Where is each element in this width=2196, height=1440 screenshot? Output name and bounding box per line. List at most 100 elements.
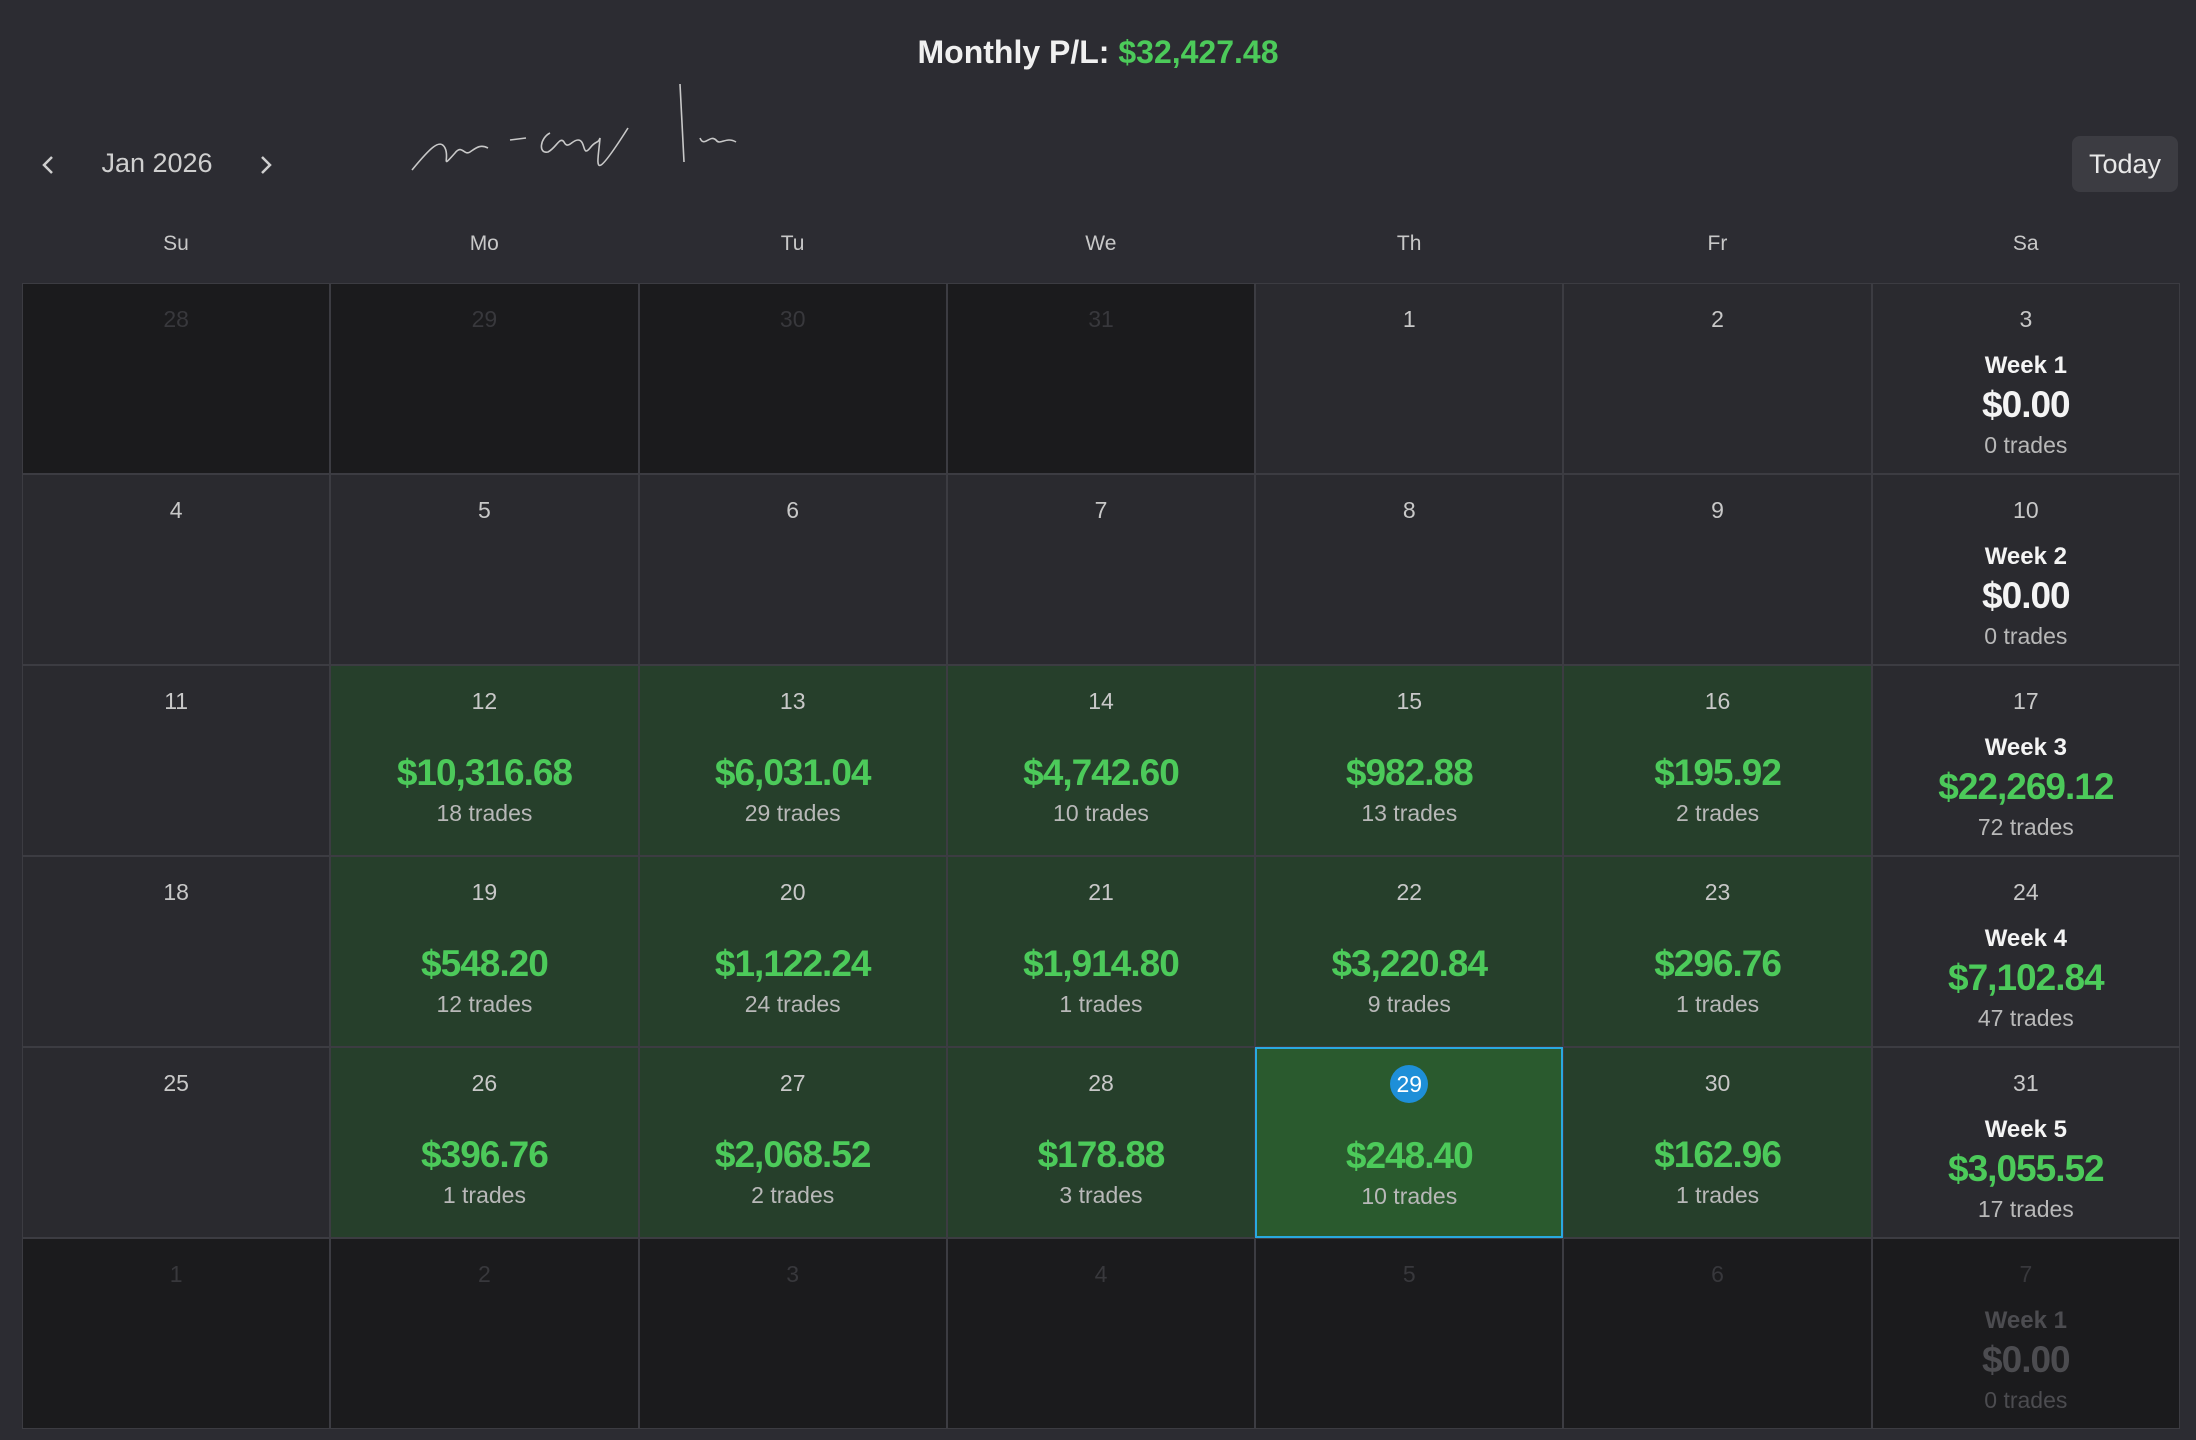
day-trades: 13 trades bbox=[1361, 800, 1458, 826]
day-cell[interactable]: 2 bbox=[330, 1238, 639, 1429]
next-month[interactable] bbox=[250, 150, 280, 180]
day-cell[interactable]: 30 bbox=[638, 283, 947, 474]
day-cell[interactable]: 3 Week 1 $0.00 0 trades bbox=[1871, 283, 2180, 474]
day-cell[interactable]: 12 $10,316.68 18 trades bbox=[330, 665, 639, 856]
week-pl: $0.00 bbox=[1982, 575, 2071, 616]
day-number: 2 bbox=[1711, 306, 1724, 332]
day-cell[interactable]: 21 $1,914.80 1 trades bbox=[946, 856, 1256, 1047]
day-cell[interactable]: 31 Week 5 $3,055.52 17 trades bbox=[1871, 1047, 2180, 1238]
day-number: 1 bbox=[1402, 306, 1416, 332]
day-cell[interactable]: 29 $248.40 10 trades bbox=[1255, 1047, 1564, 1238]
day-cell[interactable]: 9 bbox=[1563, 474, 1872, 665]
day-cell[interactable]: 13 $6,031.04 29 trades bbox=[638, 665, 947, 856]
monthly-pl-label: Monthly P/L: bbox=[917, 34, 1110, 70]
day-number: 8 bbox=[1402, 497, 1416, 523]
day-trades: 10 trades bbox=[1361, 1183, 1458, 1209]
day-cell[interactable]: 31 bbox=[946, 283, 1256, 474]
day-cell[interactable]: 18 bbox=[22, 856, 331, 1047]
day-number: 31 bbox=[2013, 1070, 2039, 1096]
day-cell[interactable]: 1 bbox=[22, 1238, 331, 1429]
day-cell[interactable]: 1 bbox=[1255, 283, 1564, 474]
today-button[interactable]: Today bbox=[2072, 136, 2178, 192]
day-cell[interactable]: 15 $982.88 13 trades bbox=[1255, 665, 1564, 856]
day-cell[interactable]: 5 bbox=[1255, 1238, 1564, 1429]
day-pl: $1,122.24 bbox=[714, 943, 872, 984]
day-cell[interactable]: 10 Week 2 $0.00 0 trades bbox=[1871, 474, 2180, 665]
day-cell[interactable]: 20 $1,122.24 24 trades bbox=[638, 856, 947, 1047]
day-number: 17 bbox=[2013, 688, 2039, 714]
day-cell[interactable]: 29 bbox=[330, 283, 639, 474]
day-cell[interactable]: 8 bbox=[1255, 474, 1564, 665]
day-cell[interactable]: 2 bbox=[1563, 283, 1872, 474]
day-trades: 1 trades bbox=[1676, 1182, 1760, 1208]
day-number: 18 bbox=[163, 879, 189, 905]
day-cell[interactable]: 25 bbox=[22, 1047, 331, 1238]
day-trades: 1 trades bbox=[442, 1182, 526, 1208]
day-trades: 1 trades bbox=[1059, 991, 1143, 1017]
week-pl: $3,055.52 bbox=[1948, 1148, 2105, 1189]
day-cell[interactable]: 22 $3,220.84 9 trades bbox=[1255, 856, 1564, 1047]
week-trades: 17 trades bbox=[1977, 1196, 2074, 1222]
day-trades: 29 trades bbox=[744, 800, 841, 826]
day-cell[interactable]: 19 $548.20 12 trades bbox=[330, 856, 639, 1047]
day-cell[interactable]: 5 bbox=[330, 474, 639, 665]
day-pl: $248.40 bbox=[1345, 1135, 1474, 1176]
day-number: 4 bbox=[1094, 1261, 1108, 1287]
day-number: 1 bbox=[169, 1261, 183, 1287]
today-badge: 29 bbox=[1390, 1065, 1429, 1103]
day-pl: $296.76 bbox=[1654, 943, 1782, 984]
day-cell[interactable]: 16 $195.92 2 trades bbox=[1563, 665, 1872, 856]
day-number: 15 bbox=[1396, 688, 1423, 714]
monthly-pl-value: $32,427.48 bbox=[1118, 34, 1279, 70]
day-cell[interactable]: 30 $162.96 1 trades bbox=[1563, 1047, 1872, 1238]
day-cell[interactable]: 14 $4,742.60 10 trades bbox=[946, 665, 1256, 856]
day-cell[interactable]: 26 $396.76 1 trades bbox=[330, 1047, 639, 1238]
signature bbox=[411, 83, 737, 171]
day-cell[interactable]: 6 bbox=[638, 474, 947, 665]
day-number: 29 bbox=[1257, 1065, 1561, 1103]
day-cell[interactable]: 23 $296.76 1 trades bbox=[1563, 856, 1872, 1047]
day-number: 3 bbox=[2019, 306, 2033, 332]
prev-month[interactable] bbox=[34, 150, 64, 180]
week-label: Week 3 bbox=[1984, 734, 2067, 761]
day-number: 14 bbox=[1088, 688, 1114, 714]
week-trades: 72 trades bbox=[1977, 814, 2074, 840]
day-cell[interactable]: 4 bbox=[946, 1238, 1256, 1429]
day-cell[interactable]: 28 bbox=[22, 283, 331, 474]
day-number: 31 bbox=[1088, 306, 1114, 332]
weekday-label: Tu bbox=[780, 232, 805, 255]
day-number: 4 bbox=[169, 497, 183, 523]
day-cell[interactable]: 7 Week 1 $0.00 0 trades bbox=[1871, 1238, 2180, 1429]
day-pl: $162.96 bbox=[1654, 1134, 1782, 1175]
day-cell[interactable]: 6 bbox=[1563, 1238, 1872, 1429]
day-cell[interactable]: 17 Week 3 $22,269.12 72 trades bbox=[1871, 665, 2180, 856]
week-label: Week 1 bbox=[1984, 1307, 2067, 1334]
day-number: 3 bbox=[786, 1261, 800, 1287]
day-trades: 12 trades bbox=[436, 991, 533, 1017]
day-trades: 10 trades bbox=[1053, 800, 1149, 826]
week-label: Week 4 bbox=[1984, 925, 2067, 952]
day-cell[interactable]: 27 $2,068.52 2 trades bbox=[638, 1047, 947, 1238]
day-number: 21 bbox=[1088, 879, 1114, 905]
day-number: 27 bbox=[779, 1070, 806, 1096]
day-cell[interactable]: 24 Week 4 $7,102.84 47 trades bbox=[1871, 856, 2180, 1047]
day-pl: $4,742.60 bbox=[1023, 752, 1180, 793]
weekday-label: Th bbox=[1396, 232, 1422, 255]
day-pl: $178.88 bbox=[1037, 1134, 1166, 1175]
day-trades: 1 trades bbox=[1676, 991, 1760, 1017]
weekday-label: We bbox=[1085, 232, 1117, 255]
day-cell[interactable]: 7 bbox=[946, 474, 1256, 665]
day-pl: $982.88 bbox=[1345, 752, 1474, 793]
day-cell[interactable]: 28 $178.88 3 trades bbox=[946, 1047, 1256, 1238]
day-cell[interactable]: 4 bbox=[22, 474, 331, 665]
day-number: 7 bbox=[1094, 497, 1108, 523]
day-cell[interactable]: 11 bbox=[22, 665, 331, 856]
day-number: 24 bbox=[2013, 879, 2039, 905]
week-trades: 0 trades bbox=[1984, 432, 2068, 458]
day-cell[interactable]: 3 bbox=[638, 1238, 947, 1429]
week-trades: 0 trades bbox=[1984, 623, 2068, 649]
weekday-label: Su bbox=[163, 232, 189, 255]
day-number: 10 bbox=[2013, 497, 2039, 523]
week-pl: $0.00 bbox=[1982, 1339, 2071, 1380]
day-pl: $2,068.52 bbox=[714, 1134, 872, 1175]
